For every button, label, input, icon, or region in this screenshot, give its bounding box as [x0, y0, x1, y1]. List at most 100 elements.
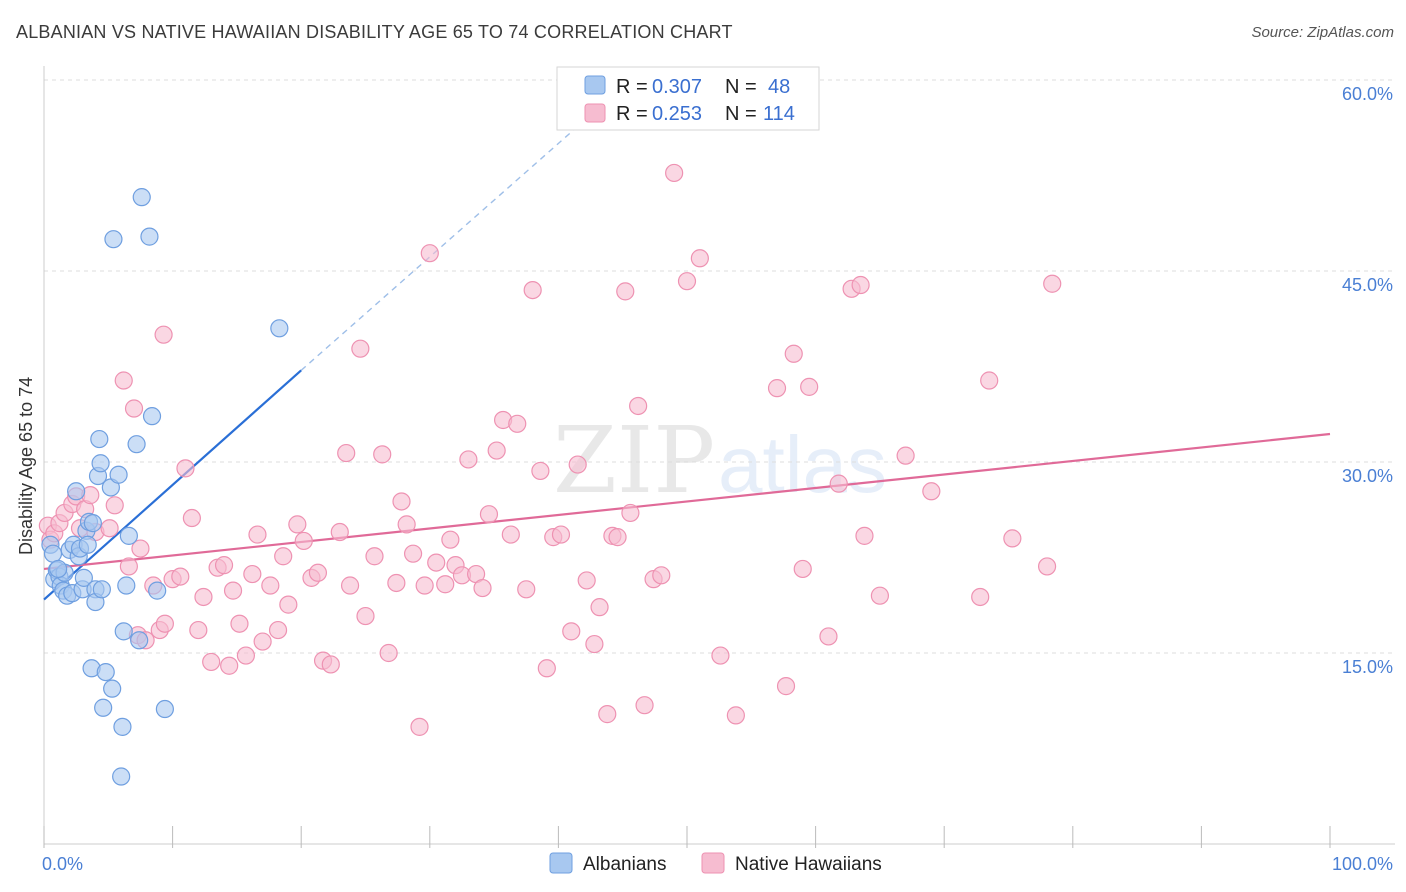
point-albanians-39: [127, 435, 146, 454]
point-native-hawaiians-48: [321, 655, 340, 674]
x-ticks: 0.0% 100.0%: [42, 854, 1393, 874]
legend-n-albanians: 48: [768, 76, 790, 98]
point-native-hawaiians-78: [523, 281, 542, 300]
point-albanians-47: [49, 559, 68, 579]
point-native-hawaiians-97: [665, 163, 684, 183]
point-native-hawaiians-83: [562, 622, 581, 641]
point-native-hawaiians-43: [288, 515, 307, 534]
x-tick-label-100: 100.0%: [1332, 854, 1393, 874]
point-albanians-41: [132, 188, 151, 207]
axes: [43, 66, 1395, 848]
point-native-hawaiians-50: [337, 443, 356, 463]
point-native-hawaiians-87: [590, 598, 609, 617]
point-albanians-42: [140, 227, 159, 246]
point-native-hawaiians-115: [971, 587, 990, 607]
point-albanians-29: [96, 662, 115, 682]
point-native-hawaiians-112: [870, 586, 890, 605]
point-native-hawaiians-108: [829, 474, 848, 493]
point-native-hawaiians-117: [1003, 529, 1022, 548]
point-native-hawaiians-66: [441, 530, 460, 549]
bottom-legend-albanians: Albanians: [583, 854, 666, 875]
point-native-hawaiians-24: [171, 567, 190, 586]
correlation-legend: R = 0.307 N = 48 R = 0.253 N = 114: [556, 66, 820, 131]
point-albanians-31: [103, 679, 122, 698]
point-albanians-46: [270, 319, 289, 338]
point-native-hawaiians-96: [652, 566, 671, 585]
point-native-hawaiians-31: [214, 556, 234, 575]
point-native-hawaiians-91: [616, 282, 635, 301]
point-native-hawaiians-106: [800, 377, 819, 396]
point-native-hawaiians-80: [537, 659, 556, 678]
chart-title: ALBANIAN VS NATIVE HAWAIIAN DISABILITY A…: [16, 22, 733, 42]
point-native-hawaiians-92: [621, 503, 640, 523]
point-albanians-45: [155, 699, 174, 719]
point-native-hawaiians-75: [501, 525, 520, 544]
point-native-hawaiians-93: [629, 396, 648, 416]
point-native-hawaiians-54: [365, 547, 384, 566]
point-native-hawaiians-29: [202, 652, 221, 672]
point-native-hawaiians-22: [155, 614, 174, 633]
series-legend: Albanians Native Hawaiians: [549, 852, 882, 875]
point-native-hawaiians-71: [473, 578, 492, 598]
point-albanians-32: [104, 230, 123, 249]
point-native-hawaiians-53: [356, 606, 375, 626]
point-albanians-43: [142, 407, 162, 426]
point-native-hawaiians-110: [851, 275, 870, 295]
source-label: Source: ZipAtlas.com: [1251, 24, 1394, 41]
point-albanians-27: [92, 580, 111, 599]
point-native-hawaiians-82: [551, 525, 571, 544]
point-albanians-34: [112, 767, 131, 786]
legend-r-label-native-hawaiians: R =: [616, 103, 648, 125]
point-native-hawaiians-102: [767, 379, 787, 398]
point-native-hawaiians-99: [690, 249, 709, 268]
legend-n-label-native-hawaiians: N =: [725, 103, 757, 125]
point-native-hawaiians-12: [105, 496, 124, 515]
point-native-hawaiians-62: [415, 576, 434, 595]
point-albanians-28: [94, 698, 113, 717]
point-albanians-21: [83, 514, 102, 533]
point-native-hawaiians-58: [392, 492, 411, 511]
point-native-hawaiians-13: [114, 371, 133, 390]
trend-lines: [43, 120, 1331, 601]
point-native-hawaiians-113: [896, 446, 915, 465]
point-native-hawaiians-84: [568, 455, 587, 474]
trend-line-albanians: [43, 369, 302, 601]
point-native-hawaiians-90: [608, 528, 627, 547]
point-native-hawaiians-51: [340, 576, 360, 595]
point-native-hawaiians-100: [711, 646, 730, 665]
point-albanians-26: [91, 454, 110, 473]
y-tick-label-60: 60.0%: [1342, 84, 1393, 104]
legend-r-label-albanians: R =: [616, 76, 648, 98]
point-native-hawaiians-25: [176, 459, 195, 478]
point-native-hawaiians-41: [274, 547, 293, 566]
point-native-hawaiians-38: [253, 632, 272, 651]
y-tick-label-15: 15.0%: [1342, 657, 1393, 677]
point-native-hawaiians-107: [819, 627, 838, 646]
point-native-hawaiians-46: [308, 563, 328, 582]
point-native-hawaiians-37: [248, 525, 267, 544]
point-native-hawaiians-79: [531, 461, 550, 481]
point-native-hawaiians-35: [236, 646, 256, 665]
point-native-hawaiians-65: [436, 575, 455, 594]
point-native-hawaiians-44: [294, 531, 313, 551]
point-native-hawaiians-101: [726, 706, 745, 725]
point-native-hawaiians-34: [230, 614, 249, 633]
y-tick-label-30: 30.0%: [1342, 466, 1393, 486]
point-native-hawaiians-28: [194, 587, 213, 607]
point-native-hawaiians-27: [189, 620, 208, 640]
point-native-hawaiians-15: [124, 399, 144, 418]
point-albanians-33: [109, 465, 128, 484]
x-tick-label-0: 0.0%: [42, 854, 83, 874]
point-native-hawaiians-55: [373, 445, 392, 464]
point-native-hawaiians-21: [154, 325, 173, 344]
point-native-hawaiians-114: [922, 482, 941, 501]
point-native-hawaiians-56: [379, 643, 398, 663]
point-albanians-12: [67, 482, 86, 501]
point-albanians-36: [114, 622, 133, 641]
legend-n-native-hawaiians: 114: [763, 103, 795, 125]
legend-r-native-hawaiians: 0.253: [652, 103, 702, 125]
point-native-hawaiians-64: [427, 553, 446, 572]
y-axis-label: Disability Age 65 to 74: [16, 377, 36, 555]
point-native-hawaiians-17: [131, 539, 150, 558]
